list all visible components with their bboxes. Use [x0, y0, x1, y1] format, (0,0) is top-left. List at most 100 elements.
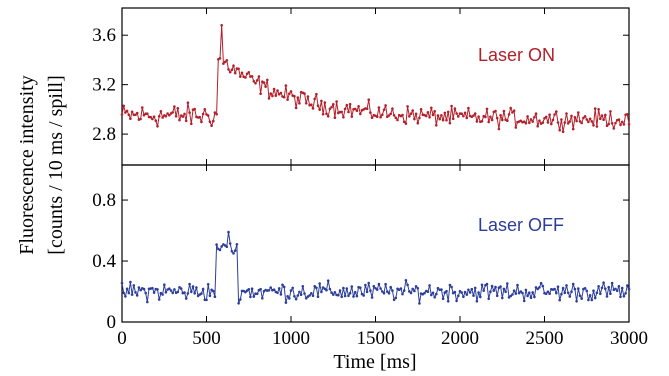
- data-point: [296, 96, 300, 99]
- data-point: [279, 293, 283, 296]
- data-point: [316, 104, 320, 107]
- data-point: [345, 287, 349, 290]
- data-point: [605, 295, 609, 298]
- data-point: [200, 120, 203, 124]
- data-point: [345, 103, 349, 107]
- data-point: [387, 292, 391, 295]
- data-point: [379, 115, 382, 119]
- data-point: [212, 289, 215, 293]
- data-point: [261, 297, 264, 300]
- data-point: [577, 111, 580, 114]
- data-point: [404, 279, 408, 282]
- data-point: [553, 287, 556, 291]
- data-point: [173, 288, 176, 291]
- data-point: [468, 291, 472, 294]
- data-point: [225, 245, 229, 249]
- data-point: [286, 98, 289, 101]
- data-point: [538, 119, 541, 122]
- data-point: [212, 119, 215, 123]
- data-point: [604, 287, 607, 291]
- data-point: [431, 291, 435, 295]
- data-point: [142, 113, 146, 117]
- data-point: [348, 102, 352, 106]
- data-point: [330, 105, 333, 109]
- data-point: [597, 285, 600, 288]
- data-point: [269, 286, 273, 289]
- data-point: [414, 112, 418, 116]
- data-point: [570, 290, 573, 294]
- data-point: [313, 97, 317, 101]
- data-point: [467, 288, 470, 292]
- data-point: [595, 291, 599, 295]
- data-point: [157, 298, 161, 301]
- data-point: [578, 294, 582, 298]
- data-point: [610, 281, 614, 285]
- data-point: [475, 120, 479, 123]
- data-point: [279, 91, 283, 95]
- data-point: [347, 294, 350, 298]
- data-point: [531, 291, 534, 294]
- data-point: [186, 101, 190, 104]
- data-point: [538, 286, 541, 289]
- data-point: [171, 291, 174, 295]
- y-axis-title-line2: [counts / 10 ms / spill]: [45, 75, 67, 254]
- data-point: [357, 105, 360, 108]
- data-point: [457, 294, 460, 298]
- data-point: [262, 81, 266, 84]
- y-tick-label: 2.8: [92, 124, 116, 145]
- data-point: [318, 282, 322, 285]
- data-point: [342, 116, 345, 119]
- data-point: [499, 114, 502, 117]
- data-point: [499, 285, 502, 288]
- data-point: [308, 294, 311, 297]
- data-point: [132, 284, 136, 287]
- data-point: [288, 297, 291, 300]
- data-point: [479, 295, 482, 299]
- data-point: [590, 298, 594, 302]
- data-point: [473, 112, 477, 115]
- data-point: [418, 302, 421, 305]
- data-point: [408, 290, 411, 293]
- data-point: [168, 287, 171, 291]
- data-point: [316, 295, 320, 299]
- data-point: [583, 287, 587, 290]
- data-point: [303, 92, 306, 95]
- data-point: [237, 302, 240, 305]
- data-point: [304, 297, 308, 300]
- data-point: [465, 293, 469, 296]
- data-point: [228, 242, 232, 245]
- data-point: [561, 286, 565, 290]
- data-point: [389, 285, 393, 289]
- data-point: [348, 291, 352, 295]
- data-point: [428, 116, 431, 119]
- data-point: [161, 116, 164, 119]
- data-point: [453, 290, 457, 294]
- data-point: [443, 111, 447, 115]
- data-point: [244, 76, 247, 79]
- data-point: [205, 298, 208, 302]
- data-point: [560, 292, 563, 296]
- data-point: [622, 295, 626, 298]
- data-point: [213, 295, 217, 299]
- data-point: [424, 114, 428, 118]
- data-point: [340, 110, 344, 114]
- data-point: [485, 107, 489, 111]
- data-point: [247, 288, 251, 291]
- data-point: [593, 107, 597, 110]
- data-point: [135, 111, 139, 115]
- data-point: [181, 115, 185, 118]
- data-point: [536, 287, 539, 291]
- data-point: [375, 288, 379, 291]
- data-point: [482, 289, 486, 292]
- data-point: [284, 301, 288, 304]
- data-point: [191, 285, 195, 288]
- data-point: [467, 106, 470, 110]
- data-point: [166, 112, 169, 115]
- data-point: [338, 289, 342, 292]
- data-point: [585, 118, 589, 121]
- data-point: [282, 285, 286, 289]
- data-point: [453, 107, 457, 110]
- data-point: [450, 104, 453, 108]
- data-point: [276, 291, 279, 295]
